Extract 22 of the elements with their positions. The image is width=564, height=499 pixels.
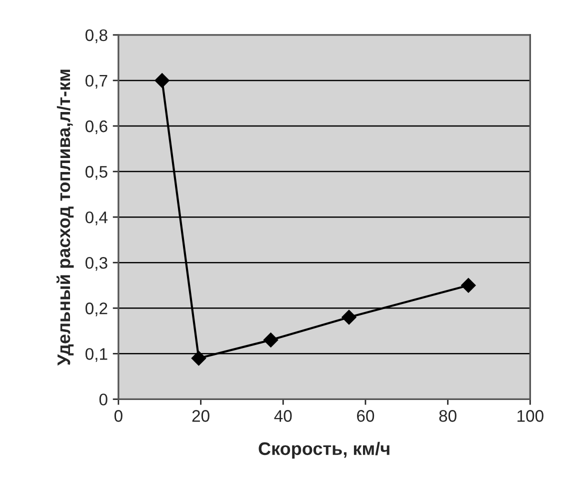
x-tick-label: 40	[274, 410, 292, 422]
y-tick-label: 0,2	[86, 302, 108, 316]
y-tick-label: 0,6	[86, 120, 108, 134]
point	[263, 332, 278, 348]
x-tick-label: 80	[439, 410, 456, 422]
point	[341, 310, 357, 325]
y-tick-label: 0,8	[86, 29, 108, 44]
point	[154, 72, 170, 88]
x-tick-label: 60	[357, 410, 374, 422]
y-tick-label: 0	[99, 394, 108, 406]
y-tick-label: 0,3	[86, 257, 108, 271]
x-tick-label: 0	[114, 410, 122, 422]
point	[191, 350, 206, 366]
y-tick-label: 0,4	[86, 211, 108, 226]
x-axis-title: Скорость, км/ч	[258, 442, 390, 459]
y-axis-title: Удельный расход топлива,л/т-км	[56, 70, 74, 366]
y-tick-label: 0,5	[86, 166, 108, 180]
x-tick-label: 100	[518, 410, 544, 422]
y-tick-label: 0,1	[86, 348, 108, 362]
point	[460, 278, 476, 293]
x-tick-label: 20	[192, 410, 210, 422]
y-tick-label: 0,7	[86, 74, 108, 89]
